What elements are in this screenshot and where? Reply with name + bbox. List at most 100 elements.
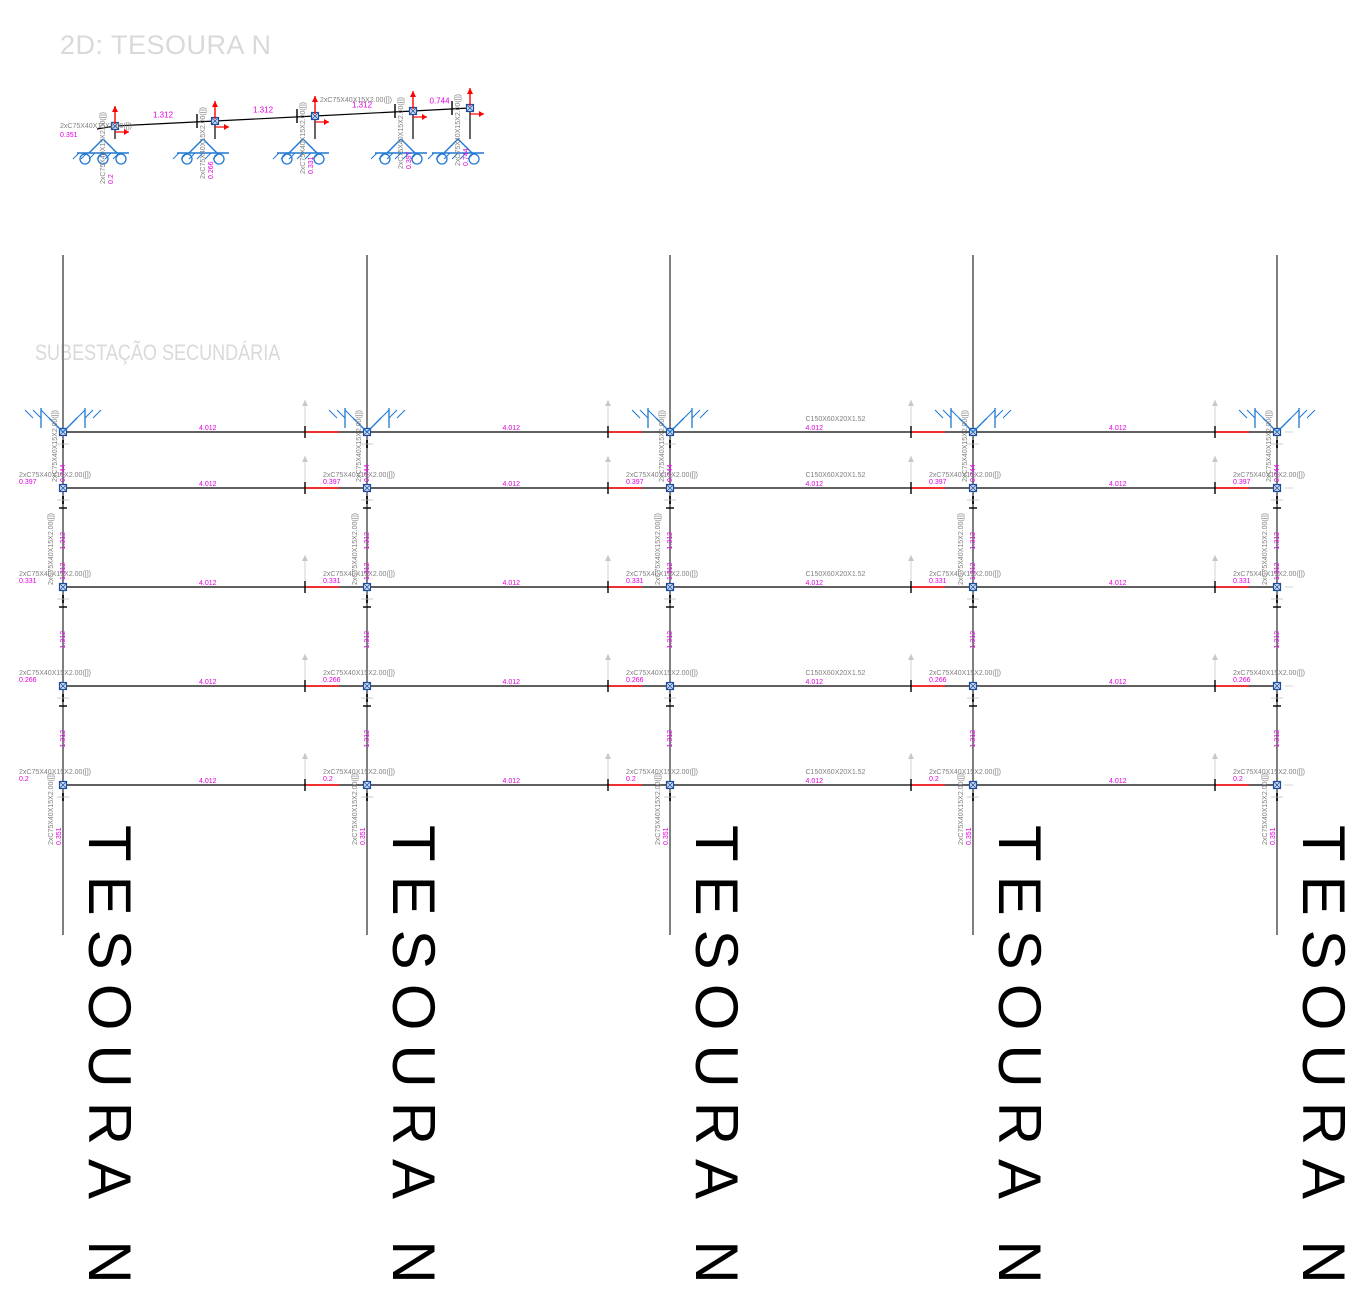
span-value-label: 4.012 — [1109, 481, 1127, 488]
rafter-value-label: 1.312 — [667, 532, 674, 550]
rafter-value-label: 1.312 — [364, 562, 371, 580]
purlin-section-label: C150X60X20X1.52 — [806, 472, 866, 479]
support-roller — [313, 153, 325, 165]
node-cross — [409, 107, 417, 115]
load-arrow-head — [605, 753, 611, 759]
load-arrow — [605, 753, 611, 779]
purlin-section-label: 2xC75X40X15X2.00([]) — [323, 571, 395, 578]
support-hatch — [112, 152, 120, 160]
node-marker — [665, 483, 675, 493]
node-cross — [59, 484, 67, 492]
top-chord — [314, 110, 414, 117]
column-value-label: 0.744 — [60, 464, 67, 482]
truss-frame-label: TESOURA N — [986, 825, 1053, 1298]
truss-elevation: 2xC75X40X15X2.00([]) 0.22xC75X40X15X2.00(… — [60, 88, 484, 184]
load-arrow-head — [124, 129, 129, 135]
load-arrow — [1212, 555, 1218, 581]
purlin-value-label: 0.266 — [1233, 677, 1251, 684]
span-value-label: 4.012 — [503, 580, 521, 587]
support-hatch — [196, 152, 204, 160]
column-value-label: 0.744 — [1274, 464, 1281, 482]
support-roller — [436, 153, 448, 165]
load-arrow — [605, 654, 611, 680]
rafter-value-label: 1.312 — [60, 631, 67, 649]
purlin-section-label: 2xC75X40X15X2.00([]) — [1233, 670, 1305, 677]
column-value-label: 0.351 — [360, 827, 367, 845]
load-arrow — [467, 88, 473, 106]
support-hatch — [639, 409, 649, 419]
post-section-label: 2xC75X40X15X2.00([]) — [398, 97, 405, 169]
purlin-value-label: 0.331 — [19, 578, 37, 585]
support-leg — [972, 417, 988, 433]
support-leg — [1276, 417, 1292, 433]
node-cross — [1273, 583, 1281, 591]
column-section-label: 2xC75X40X15X2.00([]) — [1262, 773, 1269, 845]
rafter-value-label: 1.312 — [1274, 631, 1281, 649]
support-leg — [366, 417, 382, 433]
support-hatch — [691, 409, 701, 419]
node-marker — [968, 582, 978, 592]
support-hatch — [942, 409, 952, 419]
segment-value-label: 1.312 — [153, 111, 174, 120]
support-hatch — [950, 409, 960, 419]
column-value-label: 0.351 — [663, 827, 670, 845]
load-arrow-head — [605, 654, 611, 660]
chord-value-label: 0.351 — [60, 132, 78, 139]
post-value-label: 0.331 — [308, 156, 315, 174]
rafter-value-label: 1.312 — [970, 631, 977, 649]
column-section-label: 2xC75X40X15X2.00([]) — [352, 773, 359, 845]
load-arrow — [302, 654, 308, 680]
support-hatch — [1254, 409, 1264, 419]
support-hatch — [104, 152, 112, 160]
rafter-value-label: 1.312 — [970, 532, 977, 550]
support-hatch — [1238, 409, 1248, 419]
column-section-label: 2xC75X40X15X2.00([]) — [48, 773, 55, 845]
support-leg — [188, 138, 204, 154]
segment-value-label: 0.744 — [430, 97, 451, 106]
purlin-section-label: 2xC75X40X15X2.00([]) — [626, 670, 698, 677]
load-arrow — [212, 101, 218, 119]
node-marker — [1272, 483, 1282, 493]
purlin-section-label: 2xC75X40X15X2.00([]) — [626, 472, 698, 479]
purlin-section-label: 2xC75X40X15X2.00([]) — [323, 769, 395, 776]
column-value-label: 0.351 — [56, 827, 63, 845]
support-hatch — [386, 152, 394, 160]
node-cross — [666, 583, 674, 591]
column-section-label: 2xC75X40X15X2.00([]) — [356, 410, 363, 482]
column-value-label: 0.351 — [1270, 827, 1277, 845]
node-cross — [363, 484, 371, 492]
purlin-value-label: 0.397 — [1233, 479, 1251, 486]
load-arrow — [312, 96, 318, 114]
node-cross — [969, 682, 977, 690]
load-arrow-head — [302, 753, 308, 759]
purlin-value-label: 0.266 — [323, 677, 341, 684]
support-leg — [958, 417, 974, 433]
node-cross — [211, 117, 219, 125]
support-leg — [202, 138, 218, 154]
load-arrow — [605, 555, 611, 581]
support-hatch — [683, 409, 693, 419]
purlin-value-label: 0.331 — [626, 578, 644, 585]
load-arrow-head — [1212, 753, 1218, 759]
load-arrow-head — [908, 753, 914, 759]
post-value-label: 0.397 — [406, 151, 413, 169]
rafter-value-label: 1.312 — [1274, 532, 1281, 550]
column-value-label: 0.744 — [667, 464, 674, 482]
support-leg — [400, 138, 416, 154]
purlin-section-label: C150X60X20X1.52 — [806, 769, 866, 776]
support-hatch — [40, 409, 50, 419]
purlin-value-label: 0.2 — [19, 776, 29, 783]
node-cross — [59, 781, 67, 789]
purlin-value-label: 0.397 — [626, 479, 644, 486]
purlin-section-label: 2xC75X40X15X2.00([]) — [626, 571, 698, 578]
rafter-value-label: 1.312 — [970, 730, 977, 748]
chord-section-label: 2xC75X40X15X2.00([]) — [320, 97, 392, 104]
truss-plan: TESOURA N TESOURA N TESOURA N TESOURA N TESO… — [19, 255, 1357, 1298]
load-arrow-head — [479, 111, 484, 117]
truss-frame-label: TESOURA N — [1290, 825, 1357, 1298]
column-section-label: 2xC75X40X15X2.00([]) — [352, 513, 359, 585]
node-marker — [362, 483, 372, 493]
support-icon — [172, 138, 229, 165]
purlin-section-label: 2xC75X40X15X2.00([]) — [929, 472, 1001, 479]
